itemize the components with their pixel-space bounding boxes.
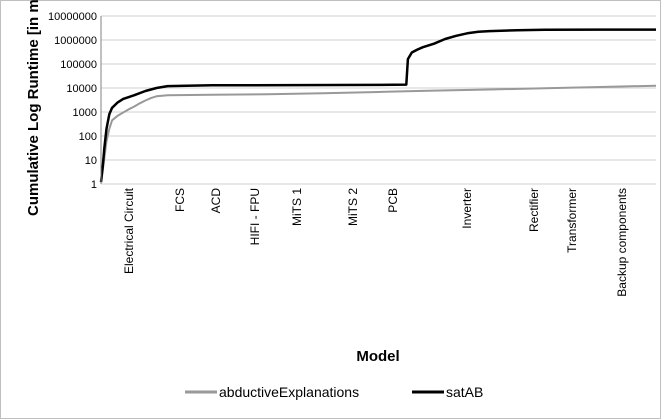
y-tick-label: 1000000 [54,35,97,47]
x-category-label: Backup components [615,188,629,297]
series-lines [99,28,657,183]
legend-label: satAB [446,384,483,400]
y-tick-label: 100000 [60,59,97,71]
x-category-label: Inverter [460,188,474,229]
y-tick-label: 1 [91,179,97,191]
y-tick-label: 100 [79,131,97,143]
y-tick-labels: 1 10 100 1000 10000 100000 1000000 10000000 [48,11,97,191]
x-category-label: PCB [386,188,400,213]
y-tick-label: 1000 [73,107,97,119]
y-axis-title: Cumulative Log Runtime [in ms] [25,0,42,216]
x-category-label: MiTS 2 [346,188,360,226]
y-tick-label: 10000 [66,83,97,95]
x-category-label: ACD [209,188,223,214]
series-line-satAB [99,28,656,183]
x-category-label: HIFI - FPU [248,188,262,245]
y-tick-label: 10 [85,155,97,167]
x-category-label: Rectifier [527,188,541,232]
x-category-label: FCS [173,188,187,212]
gridlines [101,15,656,185]
x-category-label: Transformer [565,188,579,253]
x-axis-title: Model [356,348,399,365]
legend: abductiveExplanations satAB [185,384,483,400]
x-category-label: MiTS 1 [290,188,304,226]
legend-label: abductiveExplanations [219,384,359,400]
series-line-abductiveExplanations [100,84,657,183]
x-category-labels: Electrical Circuit FCS ACD HIFI - FPU MiTS 1… [122,187,629,296]
y-tick-label: 10000000 [48,11,97,23]
x-category-label: Electrical Circuit [122,187,136,274]
